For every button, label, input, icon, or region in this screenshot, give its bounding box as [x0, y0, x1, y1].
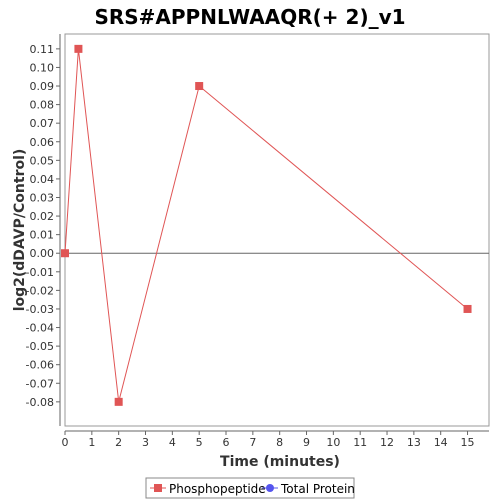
y-tick-label: -0.01	[26, 266, 54, 279]
data-point	[114, 397, 123, 406]
y-tick-label: 0.02	[30, 210, 55, 223]
x-tick-label: 15	[461, 436, 475, 449]
x-tick-label: 11	[353, 436, 367, 449]
x-tick-label: 12	[380, 436, 394, 449]
y-axis-label: log2(dDAVP/Control)	[12, 149, 28, 312]
x-tick-label: 4	[169, 436, 176, 449]
x-tick-label: 13	[407, 436, 421, 449]
data-point	[61, 249, 69, 258]
x-tick-label: 0	[62, 436, 69, 449]
x-tick-label: 7	[249, 436, 256, 449]
y-tick-label: 0.09	[30, 80, 55, 93]
y-tick-label: 0.05	[30, 154, 55, 167]
legend-marker-total-protein	[266, 484, 274, 492]
legend-box	[145, 477, 355, 499]
y-tick-label: -0.02	[26, 284, 54, 297]
data-point	[195, 82, 204, 91]
y-tick-label: 0.06	[30, 136, 55, 149]
y-tick-label: 0.11	[30, 43, 55, 56]
x-tick-label: 10	[326, 436, 340, 449]
y-axis: 0.11 0.10 0.09 0.08 0.07 0.06 0.05 0.04 0.03 0.02…	[26, 34, 61, 426]
x-tick-label: 2	[115, 436, 122, 449]
y-tick-label: 0.01	[30, 229, 55, 242]
data-point	[74, 44, 83, 53]
y-tick-label: 0.03	[30, 191, 55, 204]
y-tick-label: -0.04	[26, 322, 54, 335]
x-tick-label: 9	[303, 436, 310, 449]
y-tick-label: -0.06	[26, 359, 54, 372]
y-tick-label: 0.10	[30, 61, 55, 74]
data-point	[463, 304, 472, 313]
y-tick-label: 0.00	[30, 247, 55, 260]
x-tick-label: 8	[276, 436, 283, 449]
legend-label-total-protein: Total Protein	[280, 482, 355, 496]
plot-area	[64, 33, 490, 427]
y-tick-label: 0.04	[30, 173, 55, 186]
y-tick-label: -0.08	[26, 396, 54, 409]
legend: Phosphopeptide Total Protein	[145, 477, 355, 499]
y-tick-label: -0.05	[26, 340, 54, 353]
legend-marker-phosphopeptide	[154, 484, 162, 492]
x-tick-label: 6	[223, 436, 230, 449]
legend-label-phosphopeptide: Phosphopeptide	[169, 482, 266, 496]
x-tick-label: 3	[142, 436, 149, 449]
y-tick-label: 0.07	[30, 117, 55, 130]
x-tick-label: 5	[196, 436, 203, 449]
x-tick-label: 1	[88, 436, 95, 449]
y-tick-label: -0.07	[26, 377, 54, 390]
x-axis-label: Time (minutes)	[220, 454, 340, 470]
chart-title: SRS#APPNLWAAQR(+ 2)_v1	[94, 5, 405, 29]
x-tick-label: 14	[434, 436, 448, 449]
x-axis: 0 1 2 3 4 5 6 7 8 9 10 11 12 13 14 15	[62, 430, 489, 449]
series-layer	[61, 44, 472, 406]
y-tick-label: -0.03	[26, 303, 54, 316]
y-tick-label: 0.08	[30, 99, 55, 112]
